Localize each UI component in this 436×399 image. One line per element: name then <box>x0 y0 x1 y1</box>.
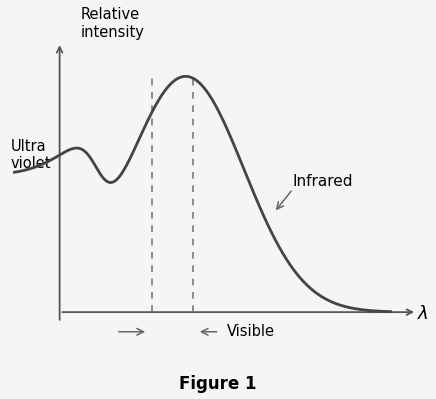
Text: Ultra
violet: Ultra violet <box>11 139 51 171</box>
Text: Visible: Visible <box>227 324 275 339</box>
Text: Relative
intensity: Relative intensity <box>80 7 144 40</box>
Text: Infrared: Infrared <box>293 174 353 189</box>
Text: Figure 1: Figure 1 <box>179 375 256 393</box>
Text: λ: λ <box>417 305 428 323</box>
